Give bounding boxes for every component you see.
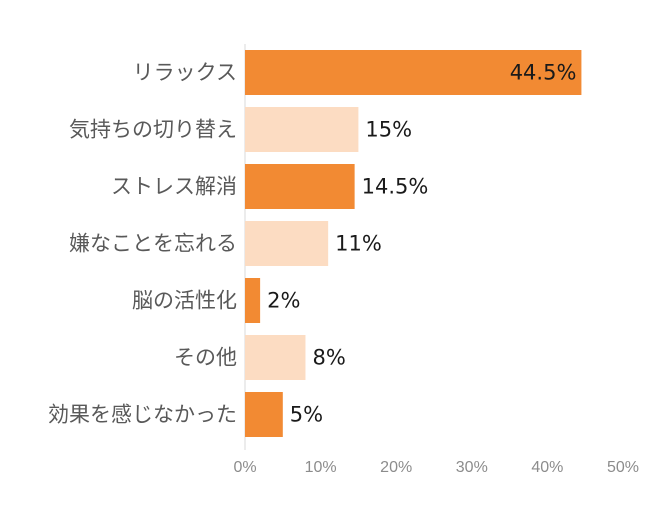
- data-label: 2%: [267, 289, 300, 313]
- x-tick-label: 10%: [305, 459, 337, 476]
- category-label: 脳の活性化: [132, 289, 237, 313]
- x-tick-label: 20%: [380, 459, 412, 476]
- x-tick-label: 40%: [531, 459, 563, 476]
- category-label: 気持ちの切り替え: [69, 118, 237, 142]
- data-label: 5%: [290, 403, 323, 427]
- category-label: ストレス解消: [111, 175, 237, 199]
- category-label: その他: [174, 346, 237, 370]
- bar-5: [245, 335, 306, 380]
- bar-3: [245, 221, 329, 266]
- x-tick-label: 50%: [607, 459, 639, 476]
- bars-group: [245, 50, 582, 437]
- bar-4: [245, 278, 261, 323]
- x-axis-ticks: 0% 10% 20% 30% 40% 50%: [233, 459, 639, 476]
- x-tick-label: 0%: [233, 459, 256, 476]
- bar-6: [245, 392, 283, 437]
- category-labels: リラックス気持ちの切り替えストレス解消嫌なことを忘れる脳の活性化その他効果を感じ…: [48, 61, 237, 427]
- category-label: 嫌なことを忘れる: [69, 232, 237, 256]
- x-tick-label: 30%: [456, 459, 488, 476]
- bar-2: [245, 164, 355, 209]
- data-label: 11%: [335, 232, 382, 256]
- bar-0: [245, 50, 582, 95]
- data-label: 15%: [365, 118, 412, 142]
- category-label: 効果を感じなかった: [48, 403, 237, 427]
- category-label: リラックス: [133, 61, 237, 85]
- data-label: 14.5%: [362, 175, 429, 199]
- data-labels: 44.5% 15% 14.5% 11% 2% 8% 5%: [267, 61, 576, 427]
- data-label: 8%: [312, 346, 345, 370]
- bar-1: [245, 107, 359, 152]
- data-label: 44.5%: [510, 61, 577, 85]
